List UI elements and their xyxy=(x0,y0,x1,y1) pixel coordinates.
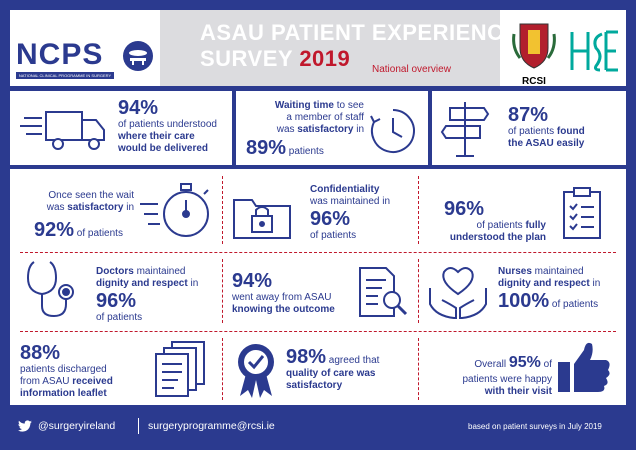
rcsi-label: RCSI xyxy=(522,76,546,87)
card4-pct-line: 92% of patients xyxy=(34,219,123,241)
locked-folder-icon xyxy=(233,199,291,239)
card5-line3: of patients xyxy=(310,230,357,241)
card8-line1: went away from ASAU xyxy=(232,292,332,303)
card11-text: 98% agreed that quality of care was sati… xyxy=(286,346,380,391)
card10-line1: patients discharged xyxy=(20,364,107,375)
card7-text: Doctors maintained dignity and respect i… xyxy=(96,266,199,323)
card12-text: Overall 95% of patients were happy with … xyxy=(432,352,552,398)
card3-text: 87% of patients found the ASAU easily xyxy=(508,104,585,149)
divider-v-5 xyxy=(222,338,223,400)
divider-h-1 xyxy=(20,252,616,253)
card1-line2: where their care xyxy=(118,131,195,142)
card1-pct: 94% xyxy=(118,97,159,119)
card4-pct: 92% xyxy=(34,219,75,241)
card4-line1: Once seen the wait xyxy=(48,190,134,201)
card2-text: Waiting time to see a member of staff wa… xyxy=(244,100,364,136)
footer-separator xyxy=(138,418,139,434)
hands-heart-icon xyxy=(429,267,487,319)
hse-logo-icon xyxy=(570,30,618,72)
card10-pct: 88% xyxy=(20,342,61,364)
clock-icon xyxy=(370,109,415,153)
card12-line2: patients were happy xyxy=(462,374,552,385)
card5-line1: Confidentiality xyxy=(310,184,380,195)
header-banner: NCPS NATIONAL CLINICAL PROGRAMME IN SURG… xyxy=(10,10,626,87)
card6-pct: 96% xyxy=(444,198,485,220)
signpost-icon xyxy=(440,102,490,157)
divider-v-6 xyxy=(418,338,419,400)
surgical-lamp-icon xyxy=(123,41,153,71)
card3-pct: 87% xyxy=(508,104,549,126)
card5-text: Confidentiality was maintained in 96% of… xyxy=(310,184,390,242)
card7-line3: of patients xyxy=(96,312,143,323)
title-year: 2019 xyxy=(299,46,351,71)
rcsi-crest-icon xyxy=(512,23,556,69)
ncps-subtitle: NATIONAL CLINICAL PROGRAMME IN SURGERY xyxy=(16,72,114,79)
divider-h-2 xyxy=(20,331,616,332)
card9-text: Nurses maintained dignity and respect in… xyxy=(498,266,601,312)
card4-text: Once seen the wait was satisfactory in xyxy=(20,190,134,214)
card11-pct: 98% xyxy=(286,346,327,368)
card10-text: 88% patients discharged from ASAU receiv… xyxy=(20,342,113,399)
delivery-truck-icon xyxy=(20,111,105,150)
card9-pct: 100% xyxy=(498,290,550,312)
card2-pct-line: 89% patients xyxy=(246,137,324,159)
footer-note: based on patient surveys in July 2019 xyxy=(468,422,602,431)
card12-line3: with their visit xyxy=(484,386,552,397)
card1-line1: of patients understood xyxy=(118,119,217,130)
panel-main xyxy=(10,169,626,405)
divider-v-2 xyxy=(418,176,419,244)
divider-v-4 xyxy=(418,259,419,323)
card12-pct: 95% xyxy=(508,354,541,371)
twitter-handle[interactable]: @surgeryireland xyxy=(38,420,116,432)
leaflets-icon xyxy=(155,341,205,397)
card8-text: 94% went away from ASAU knowing the outc… xyxy=(232,270,335,316)
card6-line2: understood the plan xyxy=(449,232,546,243)
document-magnifier-icon xyxy=(359,267,408,317)
card1-text: 94% of patients understood where their c… xyxy=(118,97,217,155)
card6-text: 96% of patients fully understood the pla… xyxy=(438,198,546,244)
card5-pct: 96% xyxy=(310,208,351,230)
contact-email[interactable]: surgeryprogramme@rcsi.ie xyxy=(148,420,275,432)
stethoscope-icon xyxy=(26,261,74,318)
title-line-1: ASAU PATIENT EXPERIENCE xyxy=(200,20,519,45)
divider-v-3 xyxy=(222,259,223,323)
card2-pct: 89% xyxy=(246,137,287,159)
card11-line2: quality of care was xyxy=(286,368,376,379)
card8-pct: 94% xyxy=(232,270,273,292)
ncps-logo: NCPS xyxy=(16,38,104,71)
card11-line3: satisfactory xyxy=(286,380,343,391)
thumbs-up-icon xyxy=(558,342,610,392)
twitter-icon xyxy=(18,420,32,432)
card8-line2: knowing the outcome xyxy=(232,304,335,315)
rosette-check-icon xyxy=(238,344,274,398)
card1-line3: would be delivered xyxy=(118,143,209,154)
card7-pct: 96% xyxy=(96,290,137,312)
stopwatch-icon xyxy=(140,183,209,237)
card10-line3: information leaflet xyxy=(20,388,107,399)
clipboard-checklist-icon xyxy=(563,187,601,239)
card3-line2: the ASAU easily xyxy=(508,138,585,149)
title-line-2: SURVEY 2019 xyxy=(200,46,351,71)
title-band xyxy=(160,10,500,86)
card5-line2: was maintained in xyxy=(310,196,391,207)
divider-v-1 xyxy=(222,176,223,244)
card2-line2: a member of staff xyxy=(286,112,364,123)
subtitle: National overview xyxy=(372,64,451,75)
